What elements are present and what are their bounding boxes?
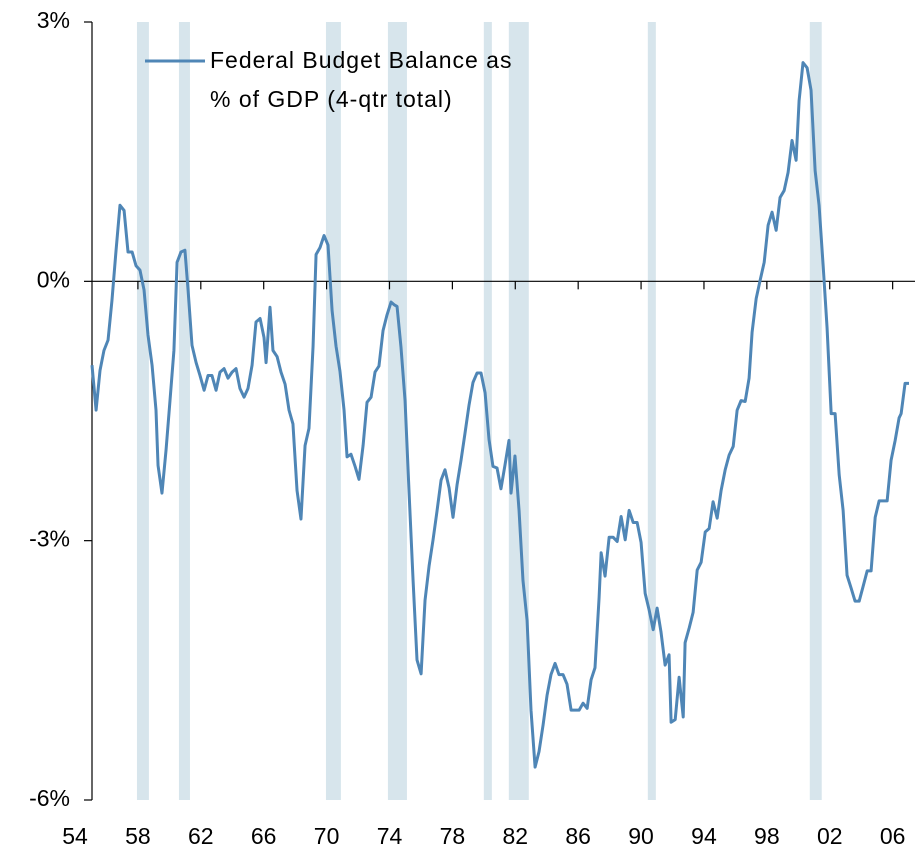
y-tick-label: 3% bbox=[37, 7, 70, 33]
recession-band bbox=[178, 22, 190, 800]
x-tick-label: 82 bbox=[502, 823, 528, 849]
recession-band bbox=[508, 22, 529, 800]
recession-band bbox=[387, 22, 407, 800]
x-tick-label: 66 bbox=[251, 823, 277, 849]
recession-band bbox=[136, 22, 149, 800]
y-tick-label: -3% bbox=[29, 526, 70, 552]
recession-band bbox=[647, 22, 656, 800]
axes: 3% 0% -3% -6% 54 58 62 66 70 74 78 82 86 90 94 98 02 06 bbox=[29, 7, 915, 849]
recession-bands bbox=[136, 22, 822, 800]
x-tick-label: 62 bbox=[188, 823, 214, 849]
legend-label: Federal Budget Balance as % of GDP (4-qt… bbox=[210, 47, 513, 112]
y-tick-label: 0% bbox=[37, 266, 70, 292]
x-tick-label: 02 bbox=[817, 823, 843, 849]
x-tick-label: 54 bbox=[62, 823, 88, 849]
x-tick-label: 86 bbox=[565, 823, 591, 849]
x-tick-label: 78 bbox=[440, 823, 466, 849]
x-tick-label: 70 bbox=[314, 823, 340, 849]
x-tick-label: 94 bbox=[691, 823, 717, 849]
lines bbox=[90, 61, 909, 769]
x-tick-label: 06 bbox=[880, 823, 906, 849]
x-tick-label: 98 bbox=[754, 823, 780, 849]
x-tick-label: 74 bbox=[377, 823, 403, 849]
x-tick-label: 90 bbox=[628, 823, 654, 849]
recession-band bbox=[325, 22, 341, 800]
x-tick-label: 58 bbox=[125, 823, 151, 849]
data-line bbox=[90, 61, 909, 769]
y-tick-label: -6% bbox=[29, 785, 70, 811]
recession-band bbox=[809, 22, 822, 800]
